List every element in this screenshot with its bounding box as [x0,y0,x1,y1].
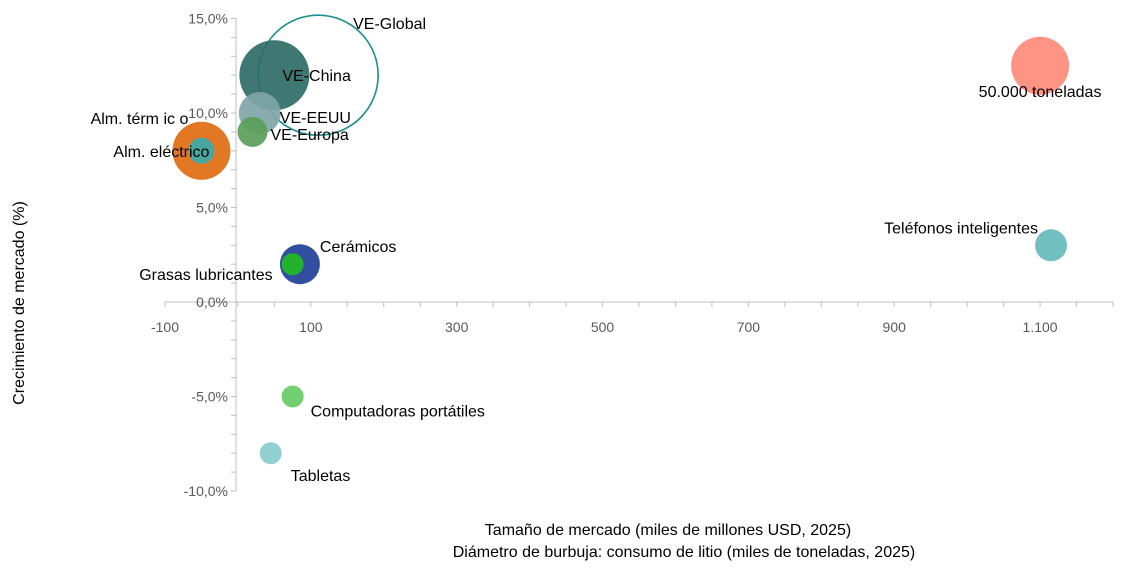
label-ve-china: VE-China [282,68,351,85]
label-ve-eeuu: VE-EEUU [280,110,351,127]
bubble-grasas-lubricantes [281,253,304,276]
x-axis-title-line-1: Tamaño de mercado (miles de millones USD… [485,522,851,539]
label-telefonos-inteligentes: Teléfonos inteligentes [884,220,1038,237]
label-tabletas: Tabletas [291,468,351,485]
y-tick-label: 10,0% [188,105,228,121]
y-axis-title: Crecimiento de mercado (%) [11,201,28,405]
x-tick-label: 500 [591,319,615,335]
label-computadoras-portatiles: Computadoras portátiles [311,404,485,421]
label-ceramicos: Cerámicos [320,239,396,256]
label-grasas-lubricantes: Grasas lubricantes [139,267,272,284]
bubble-telefonos-inteligentes [1035,229,1068,262]
bubble-ve-europa [237,116,268,147]
y-tick-label: 0,0% [196,294,228,310]
bubble-50-000-toneladas [1011,36,1070,95]
label-50-000-toneladas: 50.000 toneladas [979,84,1102,101]
label-alm-electrico: Alm. eléctrico [113,144,209,161]
x-tick-label: 900 [883,319,907,335]
bubble-tabletas [259,442,282,465]
axes: -100 100 300 500 700 900 1.100 -10,0% -5,0% 0,0% 5… [151,11,1114,499]
label-ve-europa: VE-Europa [271,127,349,144]
x-tick-label: 100 [299,319,323,335]
label-alm-term-ic-o: Alm. térm ic o [91,111,189,128]
bubble-alm-electrico [188,137,215,164]
x-tick-label: 700 [737,319,761,335]
bubbles [172,14,1070,465]
y-tick-label: -5,0% [191,389,228,405]
label-ve-global: VE-Global [353,16,426,33]
y-tick-label: -10,0% [184,483,228,499]
bubble-computadoras-portatiles [281,385,304,408]
x-tick-label: 1.100 [1023,319,1058,335]
x-tick-label: -100 [151,319,179,335]
y-tick-label: 5,0% [196,200,228,216]
x-axis-title-line-2: Diámetro de burbuja: consumo de litio (m… [453,544,915,561]
y-tick-label: 15,0% [188,11,228,27]
x-tick-label: 300 [445,319,469,335]
